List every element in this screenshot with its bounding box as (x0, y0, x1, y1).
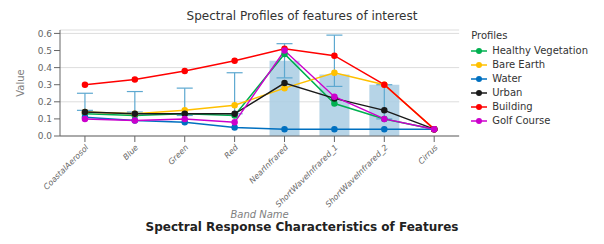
svg-text:0.2: 0.2 (38, 97, 52, 107)
svg-text:0.5: 0.5 (38, 46, 52, 56)
svg-text:NearInfrared: NearInfrared (248, 142, 291, 185)
html-text:Spectral Response Characterist: Spectral Response Characteristics of Fea… (145, 220, 459, 234)
svg-text:CoastalAerosol: CoastalAerosol (42, 143, 91, 192)
svg-text:0.4: 0.4 (38, 63, 53, 73)
svg-text:Band Name: Band Name (230, 209, 288, 218)
svg-text:ShortWaveInfrared_1: ShortWaveInfrared_1 (273, 143, 340, 210)
html-text:Building: Building (492, 101, 533, 112)
svg-text:Blue: Blue (121, 143, 140, 162)
svg-text:Cirrus: Cirrus (417, 143, 440, 166)
svg-text:0.1: 0.1 (38, 114, 52, 124)
html-text:Golf Course: Golf Course (492, 115, 551, 126)
svg-text:0.6: 0.6 (38, 29, 53, 39)
html-text:Urban: Urban (492, 87, 523, 98)
svg-text:Red: Red (223, 142, 241, 160)
svg-text:0.0: 0.0 (38, 131, 53, 141)
html-text:Bare Earth: Bare Earth (492, 59, 546, 70)
svg-text:Green: Green (167, 143, 191, 167)
html-text:Spectral Profiles of features: Spectral Profiles of features of interes… (186, 9, 418, 23)
svg-text:Value: Value (15, 69, 26, 96)
svg-text:0.3: 0.3 (38, 80, 52, 90)
svg-text:ShortWaveInfrared_2: ShortWaveInfrared_2 (324, 143, 390, 209)
html-text:Water: Water (492, 73, 522, 84)
html-text:Profiles: Profiles (471, 30, 508, 41)
html-text:Healthy Vegetation: Healthy Vegetation (492, 45, 588, 56)
